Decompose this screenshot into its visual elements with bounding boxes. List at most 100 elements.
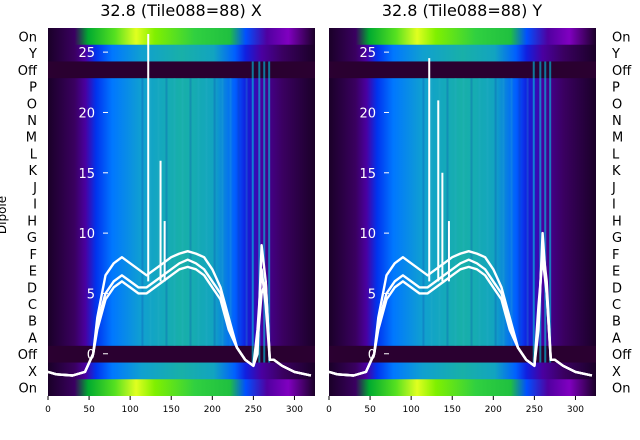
heatmap-texture [494,78,497,346]
dipole-label: A [612,331,621,346]
heatmap-row [48,345,315,364]
heatmap-row [329,94,596,113]
overlay-y-ticks-y: 0 5 10 15 20 25 [359,46,389,363]
heatmap-row [329,161,596,180]
heatmap-streak [263,61,266,363]
dipole-label: C [28,298,37,313]
heatmap-texture [197,78,200,346]
heatmap-texture [430,78,433,346]
heatmap-texture [446,78,449,346]
overlay-y-tick-label: 15 [359,167,376,182]
dipole-label: F [30,248,37,263]
heatmap-row [48,278,315,297]
x-tick-label: 0 [326,405,332,415]
x-tick-label: 200 [204,405,221,415]
dipole-label: Y [28,47,37,62]
dipole-label: K [612,164,621,179]
overlay-y-tick-label: 10 [359,227,376,242]
heatmap-y [329,28,596,396]
heatmap-texture [518,78,521,346]
heatmap-row [48,28,315,46]
heatmap-x [48,28,315,396]
heatmap-row [329,362,596,380]
heatmap-row [48,195,315,213]
heatmap-row [329,262,596,280]
overlay-y-tick-label: 25 [78,46,95,61]
heatmap-row [329,345,596,364]
dipole-label: Off [18,348,38,363]
dipole-label: E [29,265,37,280]
overlay-y-tick-label: 10 [78,227,95,242]
x-tick-label: 150 [444,405,461,415]
heatmap-row [48,178,315,196]
dipole-label: B [612,315,621,330]
heatmap-row [329,128,596,146]
heatmap-texture [245,78,248,346]
dipole-label: G [612,231,622,246]
overlay-line [48,244,312,377]
heatmap-texture [462,78,465,346]
dipole-label: H [27,214,37,229]
dipole-label: L [612,147,620,162]
dipole-label: P [29,81,37,96]
heatmap-row [329,111,596,129]
dipole-label: J [611,181,616,196]
x-tick-label: 50 [364,405,376,415]
heatmap-streak [549,61,552,363]
x-tick-label: 100 [403,405,420,415]
x-tick-label: 0 [45,405,51,415]
x-tick-label: 100 [122,405,139,415]
dipole-label: N [27,114,37,129]
heatmap-row [329,145,596,163]
heatmap-texture [526,78,529,346]
overlay-y-tick-label: 0 [87,348,95,363]
heatmap-streak [539,61,542,363]
heatmap-texture [149,78,152,346]
heatmap-texture [165,78,168,346]
heatmap-row [48,329,315,347]
dipole-label: D [27,281,37,296]
heatmap-row [48,44,315,63]
heatmap-texture [181,78,184,346]
overlay-y-tick-label: 0 [368,348,376,363]
dipole-label: O [612,97,622,112]
heatmap-row [48,128,315,146]
heatmap-row [48,295,315,313]
dipole-label: A [28,331,37,346]
dipole-label: X [28,365,37,380]
dipole-label: I [612,198,616,213]
x-tick-label: 50 [83,405,95,415]
heatmap-row [329,278,596,297]
panel-x: 32.8 (Tile088=88) X Dipole On Y Off PONMLKJ… [0,1,315,415]
x-tick-label: 250 [245,405,262,415]
heatmap-row [329,212,596,230]
heatmap-row [329,28,596,46]
heatmap-row [48,111,315,129]
heatmap-texture [438,78,441,346]
heatmap-texture [422,78,425,346]
heatmap-texture [229,78,232,346]
overlay-y-tick-label: 25 [359,46,376,61]
heatmap-row [329,78,596,96]
x-tick-label: 300 [567,405,584,415]
dipole-label: N [612,114,622,129]
heatmap-row [48,94,315,113]
overlay-y-tick-label: 20 [359,106,376,121]
y-axis-label: Dipole [0,196,9,234]
heatmap-row [329,195,596,213]
x-tick-label: 150 [163,405,180,415]
dipole-label: H [612,214,622,229]
dipole-label: On [612,382,630,397]
overlay-y-ticks-x: 0 5 10 15 20 25 [78,46,108,363]
heatmap-streak [532,61,535,363]
dipole-label: L [30,147,38,162]
overlay-y-tick-label: 5 [87,287,95,302]
x-ticks-y: 0 50 100 150 200 250 300 [326,396,584,415]
heatmap-row [48,145,315,163]
overlay-y-tick-label: 20 [78,106,95,121]
overlay-line [48,250,312,377]
heatmap-row [329,312,596,330]
heatmap-texture [213,78,216,346]
heatmap-row [48,161,315,180]
